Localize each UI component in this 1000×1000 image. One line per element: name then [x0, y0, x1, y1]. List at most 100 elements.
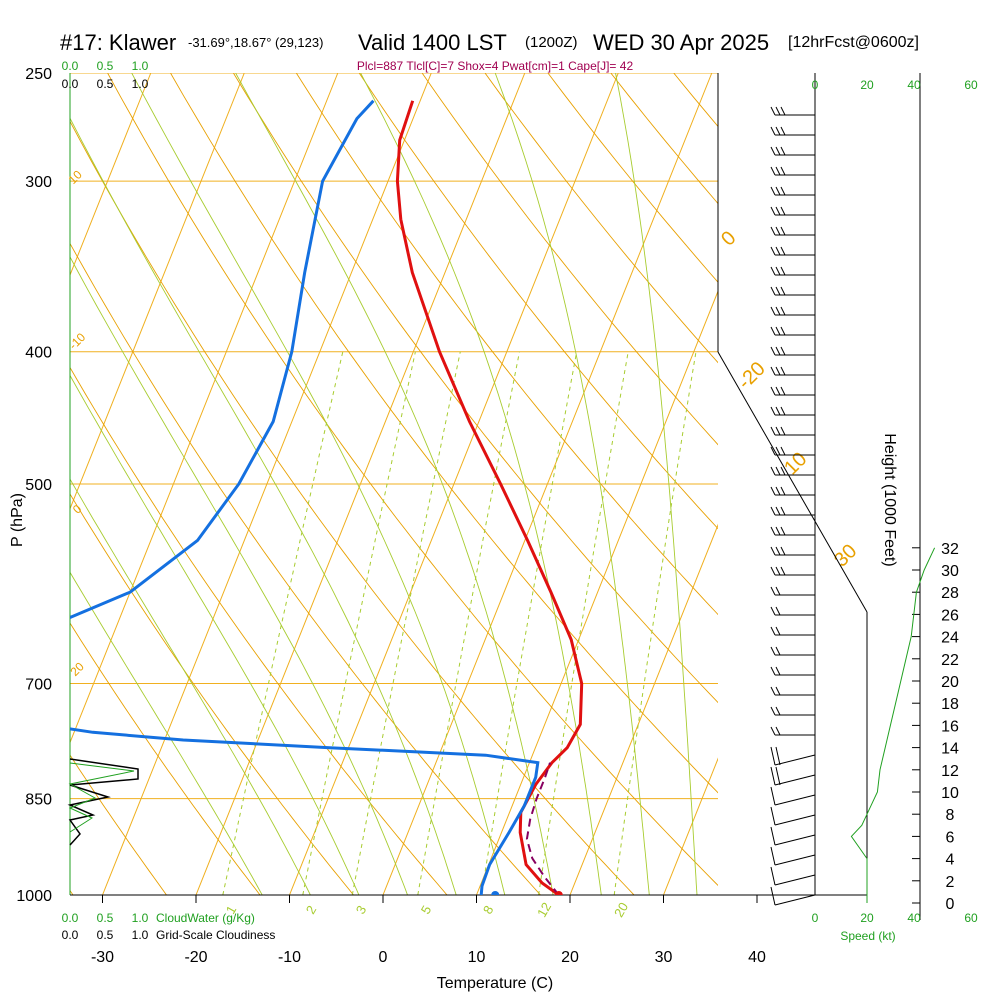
- wind-barb: [770, 746, 816, 766]
- wind-barb: [770, 126, 815, 136]
- cloudwater-title: CloudWater (g/Kg): [156, 911, 255, 925]
- barb-flag: [770, 746, 776, 766]
- mixing-ratio-2: [302, 351, 416, 895]
- height-tick-label: 24: [941, 630, 959, 647]
- x-tick-label: 20: [561, 949, 579, 966]
- cloudiness-line: [67, 758, 139, 846]
- mixing-ratio-lines: [222, 351, 697, 895]
- wind-barb: [770, 406, 815, 416]
- height-tick-label: 26: [941, 607, 959, 624]
- isotherm--50: [70, 73, 245, 511]
- height-tick-label: 10: [941, 785, 959, 802]
- dry-adiabat: [484, 73, 718, 364]
- wind-barb: [770, 146, 815, 156]
- isotherm--20: [195, 73, 526, 895]
- dry-adiabat: [965, 49, 1000, 924]
- barb-flag: [775, 406, 781, 416]
- barb-flag: [770, 326, 776, 336]
- barb-flag: [775, 706, 781, 716]
- barb-flag: [775, 466, 781, 476]
- cloud-tick-label: 0.0: [62, 77, 79, 91]
- parcel-profile: [525, 762, 560, 895]
- cloud-tick-label: 0.5: [97, 59, 114, 73]
- barb-flag: [770, 306, 776, 316]
- barb-flag: [770, 106, 776, 116]
- dry-adiabat: [295, 73, 718, 616]
- wind-barb: [770, 686, 815, 696]
- barb-staff: [774, 774, 816, 786]
- isotherm-10: [476, 289, 718, 895]
- temperature-profile: [395, 100, 584, 895]
- barb-flag: [780, 406, 786, 416]
- barb-flag: [770, 546, 776, 556]
- barb-flag: [775, 646, 781, 656]
- barb-flag: [775, 226, 781, 236]
- barb-flag: [770, 266, 776, 276]
- dry-adiabat-label: 0: [717, 227, 740, 250]
- wind-barb: [770, 766, 816, 786]
- zulu-time: (1200Z): [525, 34, 578, 51]
- wind-barb: [770, 546, 815, 556]
- cloud-tick-label: 1.0: [132, 911, 149, 925]
- barb-flag: [780, 106, 786, 116]
- dry-adiabat: [610, 73, 718, 205]
- barb-flag: [770, 666, 776, 676]
- speed-tick-label: 60: [964, 911, 978, 925]
- dewpoint-profile: [70, 99, 540, 895]
- wind-barb: [770, 626, 815, 636]
- barb-flag: [780, 286, 786, 296]
- moist-adiabat: [235, 73, 554, 895]
- dry-adiabat: [70, 493, 355, 895]
- dry-adiabat: [70, 754, 168, 895]
- barb-flag: [770, 646, 776, 656]
- wind-barb: [770, 706, 815, 716]
- barb-flag: [780, 486, 786, 496]
- mixing-ratio-label: 20: [611, 900, 631, 920]
- speed-tick-label: 20: [860, 78, 874, 92]
- wind-barb: [770, 786, 816, 806]
- barb-flag: [775, 146, 781, 156]
- plot-boundary: [717, 351, 868, 613]
- barb-flag: [775, 186, 781, 196]
- speed-tick-label: 40: [907, 911, 921, 925]
- x-tick-label: -10: [278, 949, 301, 966]
- barb-flag: [770, 446, 776, 456]
- height-tick-label: 16: [941, 718, 959, 735]
- wind-barb: [770, 866, 816, 886]
- barb-flag: [775, 266, 781, 276]
- barb-flag: [780, 206, 786, 216]
- surface-dewpoint-marker: [491, 891, 500, 895]
- barb-flag: [770, 366, 776, 376]
- valid-date: WED 30 Apr 2025: [593, 30, 769, 55]
- forecast-label: [12hrFcst@0600z]: [788, 34, 919, 51]
- barb-staff: [774, 854, 816, 866]
- moist-adiabat: [131, 73, 506, 895]
- barb-flag: [775, 626, 781, 636]
- x-tick-label: -20: [184, 949, 207, 966]
- barb-flag: [780, 326, 786, 336]
- cloudiness-title: Grid-Scale Cloudiness: [156, 928, 275, 942]
- barb-flag: [780, 146, 786, 156]
- barb-flag: [775, 286, 781, 296]
- barb-flag: [775, 506, 781, 516]
- barb-flag: [770, 566, 776, 576]
- barb-flag: [770, 706, 776, 716]
- wind-barb: [770, 586, 815, 596]
- barb-flag: [770, 846, 776, 866]
- cloud-tick-label: 1.0: [132, 928, 149, 942]
- wind-barb: [770, 466, 815, 476]
- dry-adiabat: [169, 73, 718, 794]
- barb-flag: [775, 206, 781, 216]
- barb-flag: [775, 106, 781, 116]
- barb-flag: [780, 126, 786, 136]
- wind-barb: [770, 206, 815, 216]
- height-tick-label: 2: [946, 874, 955, 891]
- moist-adiabat: [70, 256, 408, 895]
- barb-flag: [780, 566, 786, 576]
- y-axis-title: P (hPa): [9, 493, 26, 547]
- pressure-label: 250: [25, 66, 52, 83]
- wind-barb: [770, 446, 815, 456]
- barb-flag: [770, 406, 776, 416]
- barb-staff: [774, 814, 816, 826]
- barb-flag: [770, 226, 776, 236]
